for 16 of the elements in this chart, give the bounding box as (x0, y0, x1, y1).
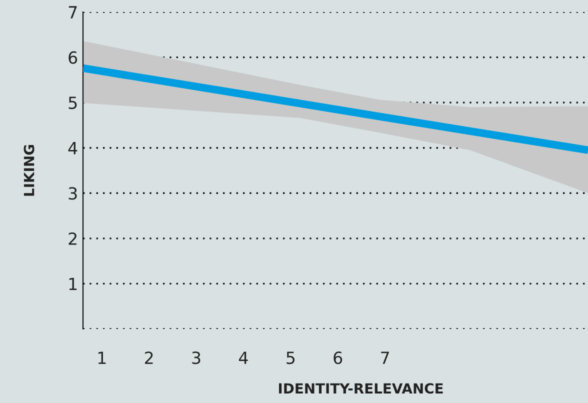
y-tick-label: 3 (68, 187, 77, 200)
y-axis-title: LIKING (24, 145, 34, 196)
x-tick-label: 1 (98, 352, 106, 364)
y-tick-label: 1 (69, 278, 77, 290)
y-tick-label: 6 (68, 51, 78, 64)
x-axis-title: IDENTITY-RELEVANCE (278, 383, 443, 394)
x-tick-label: 3 (192, 352, 200, 364)
x-tick-label: 7 (381, 352, 389, 364)
x-tick-label: 2 (144, 352, 153, 364)
x-tick-label: 4 (238, 352, 248, 364)
x-tick-label: 5 (286, 352, 295, 364)
y-tick-label: 5 (68, 96, 77, 110)
y-tick-label: 7 (68, 6, 77, 18)
x-tick-label: 6 (334, 352, 342, 364)
y-tick-label: 4 (68, 142, 78, 154)
y-tick-label: 2 (68, 232, 76, 245)
